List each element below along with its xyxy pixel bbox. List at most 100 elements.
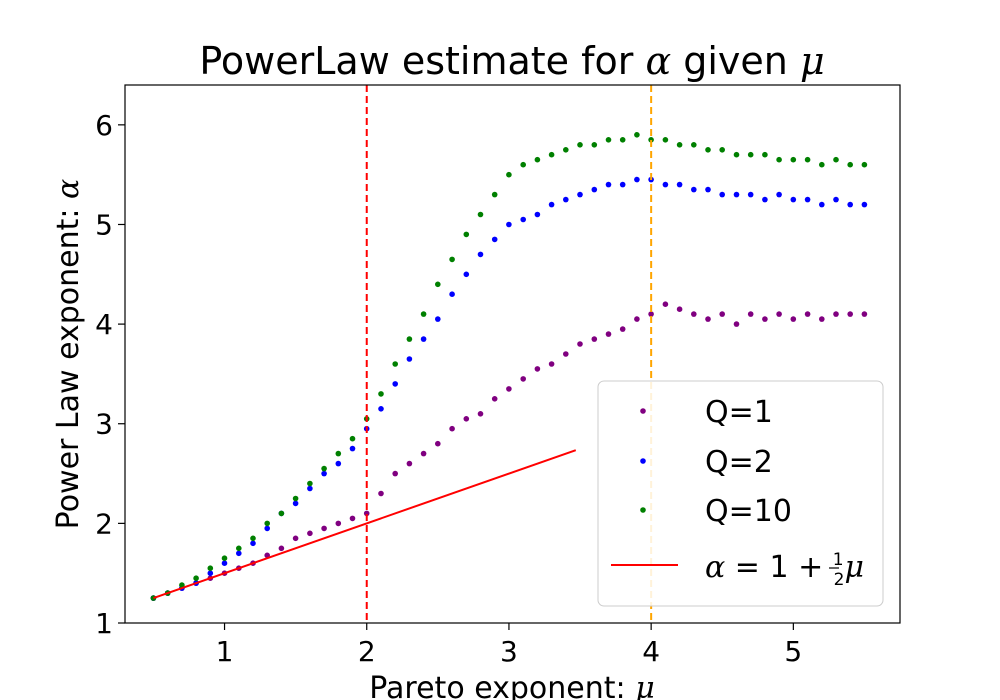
data-point	[321, 465, 327, 472]
data-point	[449, 256, 455, 263]
data-point	[705, 147, 711, 153]
data-point	[449, 291, 455, 298]
data-point	[378, 490, 384, 497]
chart-title-mu: μ	[800, 39, 825, 83]
data-point	[591, 186, 598, 193]
reference-line	[153, 449, 577, 600]
data-point	[392, 470, 399, 477]
data-point	[520, 161, 526, 168]
y-tick-label: 1	[95, 607, 113, 640]
data-point	[605, 331, 612, 337]
data-point	[435, 440, 441, 447]
data-point	[577, 191, 583, 198]
data-point	[548, 201, 555, 208]
x-axis-label-prefix: Pareto exponent:	[369, 671, 635, 700]
data-point	[733, 151, 740, 158]
legend-label-q1: Q=1	[705, 395, 773, 430]
data-point	[861, 311, 868, 317]
data-point	[349, 515, 356, 522]
legend-ref-mu: μ	[844, 550, 864, 585]
data-point	[691, 186, 697, 193]
data-point	[236, 550, 242, 557]
data-point	[804, 156, 811, 163]
plot-frame	[124, 84, 901, 624]
data-point	[278, 545, 285, 552]
reference-line-layer	[153, 449, 577, 600]
data-point	[207, 570, 214, 576]
data-point	[719, 147, 725, 153]
data-point	[733, 191, 740, 198]
data-point	[691, 142, 697, 148]
data-point	[662, 301, 669, 308]
data-point	[335, 460, 342, 467]
x-ticks: 1 2 3 4 5	[216, 623, 802, 668]
chart-title-prefix: PowerLaw estimate for	[199, 39, 645, 83]
data-point	[463, 231, 470, 238]
data-point	[534, 156, 541, 163]
data-point	[477, 211, 484, 218]
data-point	[193, 575, 199, 581]
data-point	[406, 460, 413, 467]
data-point	[762, 316, 768, 322]
data-point	[491, 236, 498, 243]
data-point	[491, 396, 498, 402]
data-point	[804, 196, 811, 203]
legend-marker-q2	[640, 458, 646, 464]
y-tick-label: 6	[95, 109, 113, 142]
data-point	[634, 316, 640, 322]
data-point	[307, 485, 313, 492]
data-point	[833, 311, 839, 317]
data-point	[349, 435, 356, 442]
data-point	[833, 196, 839, 203]
chart-title-mid: given	[671, 39, 800, 83]
data-point	[321, 525, 327, 532]
data-point	[435, 281, 441, 288]
data-point	[406, 336, 413, 342]
legend-box	[597, 380, 884, 607]
data-point	[506, 221, 512, 228]
legend-label-q2: Q=2	[705, 445, 773, 480]
legend-ref-num: 1	[833, 550, 844, 570]
data-point	[292, 500, 299, 507]
data-point	[563, 351, 569, 357]
y-tick-label: 5	[95, 208, 113, 241]
data-point	[477, 251, 484, 258]
legend-label-q10: Q=10	[705, 494, 792, 529]
data-point	[463, 416, 470, 422]
vline-layer	[365, 85, 653, 623]
chart-title-alpha: α	[645, 39, 671, 83]
x-tick-label: 2	[358, 635, 376, 668]
data-point	[335, 520, 342, 527]
data-point	[378, 406, 384, 412]
legend-label-reference: α = 1 + 1 2μ	[705, 550, 864, 590]
data-point	[776, 156, 782, 163]
data-point	[676, 142, 683, 148]
data-point	[790, 196, 797, 203]
data-point	[790, 316, 797, 322]
data-point	[605, 137, 612, 143]
data-point	[662, 181, 669, 188]
data-point	[762, 151, 768, 158]
data-point	[520, 216, 526, 223]
data-point	[292, 495, 299, 502]
data-point	[307, 530, 313, 537]
data-point	[435, 316, 441, 322]
chart-title: PowerLaw estimate for α given μ	[199, 39, 824, 83]
data-point	[534, 211, 541, 218]
data-point	[847, 311, 853, 317]
data-point	[449, 425, 455, 432]
data-point	[591, 142, 598, 148]
data-point	[648, 311, 654, 317]
data-point	[577, 142, 583, 148]
legend-ref-alpha: α	[705, 550, 725, 585]
data-point	[861, 161, 868, 168]
data-point	[378, 391, 384, 397]
data-point	[577, 341, 583, 347]
data-point	[363, 510, 370, 517]
data-point	[776, 311, 782, 317]
data-point	[207, 565, 214, 571]
data-point	[719, 311, 725, 317]
data-point	[506, 386, 512, 392]
y-tick-label: 3	[95, 408, 113, 441]
y-axis-label-alpha: α	[51, 179, 86, 199]
